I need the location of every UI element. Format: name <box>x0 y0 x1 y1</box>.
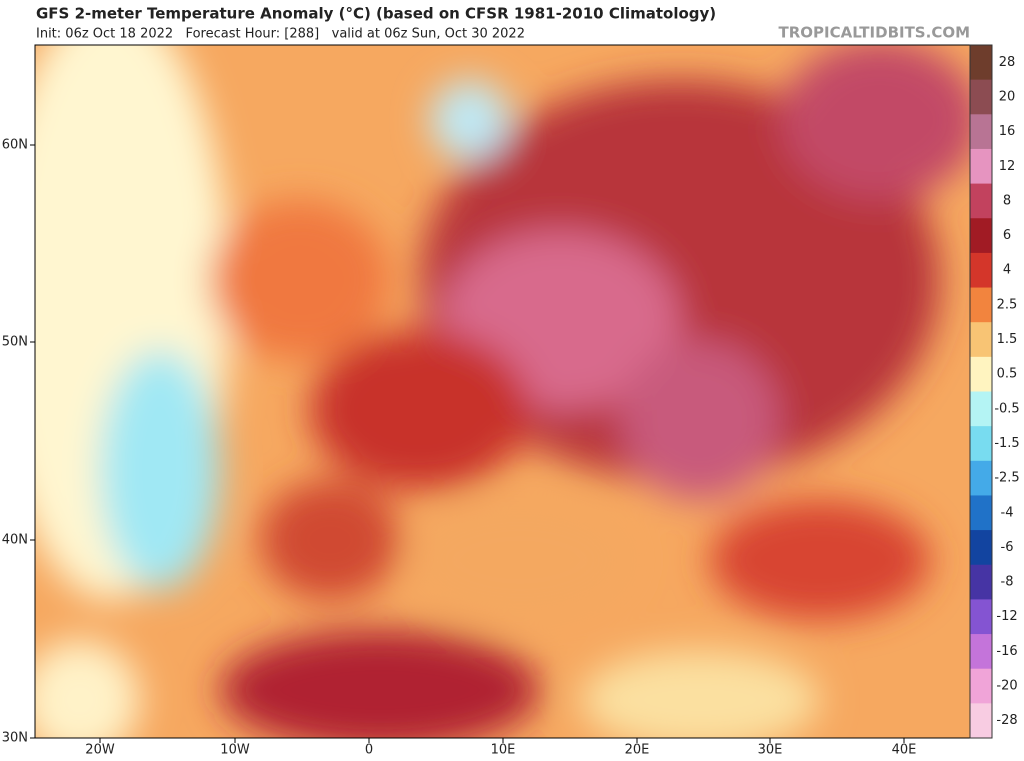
lon-label: 10E <box>491 743 516 758</box>
colorbar-swatch <box>970 668 992 704</box>
colorbar-swatch <box>970 634 992 670</box>
colorbar-swatch <box>970 45 992 81</box>
lat-label: 40N <box>2 533 28 548</box>
colorbar-label: -8 <box>1001 575 1014 590</box>
colorbar-swatch <box>970 252 992 289</box>
map <box>35 45 970 738</box>
colorbar-label: -2.5 <box>994 471 1019 486</box>
colorbar-label: 6 <box>1003 228 1011 243</box>
title: GFS 2-meter Temperature Anomaly (°C) (ba… <box>36 5 716 23</box>
colorbar-swatch <box>970 599 992 635</box>
colorbar-label: 28 <box>999 55 1016 70</box>
colorbar-label: 8 <box>1003 193 1011 208</box>
colorbar-swatch <box>970 287 992 323</box>
colorbar-swatch <box>970 426 992 462</box>
colorbar-label: -1.5 <box>994 436 1019 451</box>
site-name: TROPICALTIDBITS.COM <box>779 24 971 42</box>
colorbar-swatch <box>970 391 992 427</box>
colorbar-label: -28 <box>996 713 1017 728</box>
colorbar-swatch <box>970 530 992 566</box>
colorbar-label: -6 <box>1001 540 1014 555</box>
colorbar-label: -16 <box>996 644 1017 659</box>
colorbar-swatch <box>970 148 992 185</box>
colorbar-swatch <box>970 322 992 358</box>
lon-label: 30E <box>758 743 783 758</box>
colorbar-label: 20 <box>999 89 1016 104</box>
lon-label: 20W <box>85 743 115 758</box>
colorbar-label: 12 <box>999 159 1016 174</box>
colorbar-swatch <box>970 183 992 219</box>
colorbar-swatch <box>970 114 992 150</box>
colorbar-swatch <box>970 356 992 392</box>
colorbar-label: -12 <box>996 609 1017 624</box>
colorbar-label: -0.5 <box>994 401 1019 416</box>
colorbar-label: -20 <box>996 679 1017 694</box>
colorbar-swatch <box>970 218 992 254</box>
colorbar-frame <box>969 44 993 739</box>
colorbar-label: -4 <box>1001 505 1014 520</box>
lat-label: 50N <box>2 335 28 350</box>
colorbar-swatch <box>970 703 992 739</box>
colorbar-swatch <box>970 79 992 115</box>
colorbar-label: 2.5 <box>997 297 1018 312</box>
lon-label: 40E <box>892 743 917 758</box>
lon-label: 0 <box>365 743 373 758</box>
colorbar-swatch <box>970 460 992 496</box>
colorbar-label: 1.5 <box>997 332 1018 347</box>
colorbar-label: 16 <box>999 124 1016 139</box>
colorbar-swatch <box>970 564 992 600</box>
colorbar-swatch <box>970 495 992 531</box>
colorbar-label: 0.5 <box>997 367 1018 382</box>
lat-label: 60N <box>2 138 28 153</box>
colorbar-label: 4 <box>1003 263 1011 278</box>
lat-label: 30N <box>2 731 28 746</box>
lon-label: 20E <box>625 743 650 758</box>
lon-label: 10W <box>220 743 250 758</box>
subtitle: Init: 06z Oct 18 2022 Forecast Hour: [28… <box>36 27 525 42</box>
